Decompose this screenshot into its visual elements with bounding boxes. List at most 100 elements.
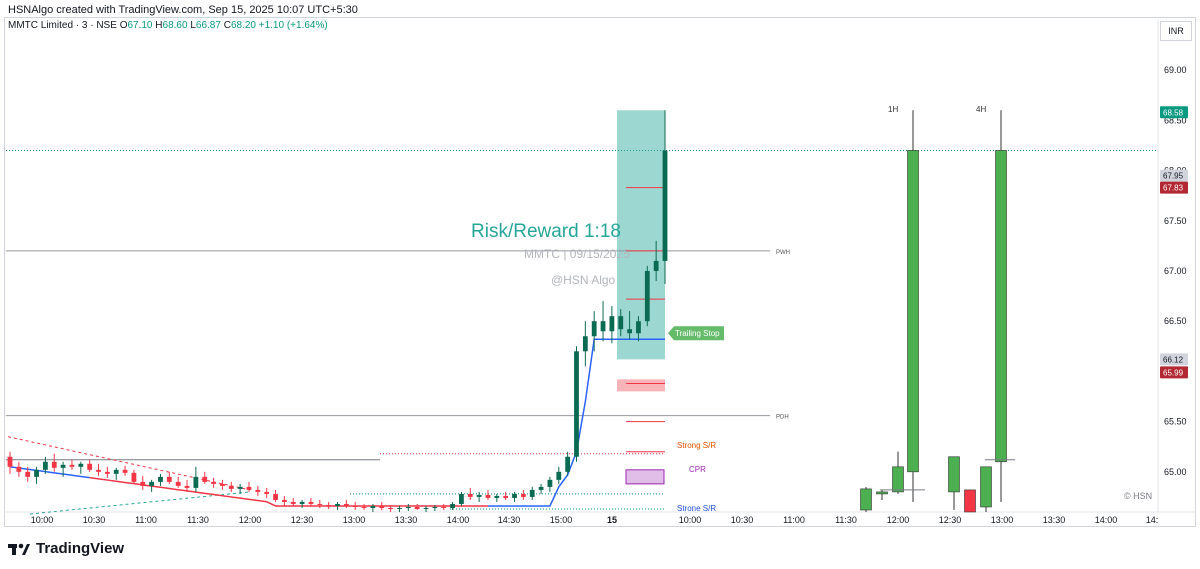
- candle: [388, 507, 394, 509]
- candle: [175, 481, 181, 486]
- y-tick-label: 69.00: [1164, 65, 1187, 75]
- candle: [122, 469, 128, 473]
- candle: [7, 456, 13, 467]
- candle: [343, 503, 349, 506]
- candle: [104, 471, 110, 474]
- candle: [476, 494, 482, 497]
- price-label: 66.12: [1163, 355, 1184, 364]
- x-tick-label: 11:00: [783, 515, 805, 525]
- candle: [255, 489, 261, 492]
- candle: [131, 472, 137, 482]
- candle: [96, 469, 101, 472]
- candle: [87, 463, 93, 470]
- tradingview-brand[interactable]: TradingView: [36, 540, 125, 557]
- candle: [423, 507, 429, 509]
- candle: [193, 476, 199, 488]
- reward-zone: [617, 110, 665, 360]
- candle: [34, 469, 39, 477]
- risk-reward-label: Risk/Reward 1:18: [471, 221, 621, 242]
- candle: [600, 321, 606, 332]
- symbol-label[interactable]: MMTC Limited · 3 · NSE: [8, 20, 117, 31]
- candle: [609, 316, 615, 332]
- header-text: HSNAlgo created with TradingView.com, Se…: [8, 4, 358, 16]
- candle: [529, 489, 535, 497]
- htf-candle: [964, 489, 976, 513]
- x-tick-label: 14:30: [498, 515, 521, 525]
- htf-4h-label: 4H: [976, 105, 986, 114]
- low-value: 66.87: [195, 20, 221, 31]
- x-tick-label: 13:30: [1043, 515, 1066, 525]
- trailing-stop-label: Trailing Stop: [675, 329, 720, 338]
- candle: [432, 506, 438, 508]
- price-label: 68.58: [1163, 108, 1184, 117]
- x-tick-label: 10:00: [31, 515, 54, 525]
- ohlc-legend: MMTC Limited · 3 · NSE O67.10 H68.60 L66…: [8, 20, 328, 31]
- candle: [627, 329, 632, 334]
- candle: [51, 461, 57, 468]
- candle: [140, 481, 146, 486]
- htf-candle: [948, 456, 960, 493]
- candle: [335, 503, 340, 506]
- htf-candle: [860, 488, 872, 511]
- candle: [591, 321, 597, 337]
- candle: [520, 493, 526, 497]
- open-value: 67.10: [127, 20, 153, 31]
- chart-header: HSNAlgo created with TradingView.com, Se…: [8, 4, 358, 16]
- y-tick-label: 65.00: [1164, 467, 1187, 477]
- currency-label: INR: [1168, 26, 1184, 36]
- strone-sr-label: Strone S/R: [677, 504, 716, 513]
- candle: [653, 260, 659, 271]
- candle: [547, 479, 553, 487]
- footer: TradingView: [8, 540, 124, 557]
- candle: [16, 466, 22, 472]
- risk-zone: [617, 379, 665, 392]
- candle: [441, 506, 447, 508]
- cpr-label: CPR: [689, 465, 706, 474]
- x-tick-label: 15: [607, 515, 617, 525]
- candle: [370, 505, 376, 508]
- candle: [644, 270, 650, 322]
- htf-candle: [980, 466, 992, 508]
- candle: [166, 476, 172, 482]
- x-tick-label: 12:00: [239, 515, 262, 525]
- candle: [662, 150, 668, 261]
- x-tick-label: 13:00: [991, 515, 1014, 525]
- low-key: L: [190, 20, 196, 31]
- x-tick-label: 12:00: [887, 515, 910, 525]
- level-label-pwh: PWH: [776, 250, 790, 256]
- candle: [538, 486, 544, 490]
- x-tick-label: 14:00: [1095, 515, 1118, 525]
- price-chart[interactable]: 65.0065.5066.0066.5067.0067.5068.0068.50…: [0, 0, 1200, 540]
- candle: [352, 505, 358, 507]
- strong-sr-label: Strong S/R: [677, 441, 716, 450]
- y-tick-label: 67.00: [1164, 266, 1187, 276]
- price-label-box: [1160, 106, 1188, 119]
- watermark-line1: MMTC | 09/15/2025: [524, 247, 630, 261]
- candle: [582, 336, 588, 352]
- x-tick-label: 13:00: [343, 515, 366, 525]
- y-tick-label: 68.50: [1164, 115, 1187, 125]
- htf-4h-candle: [995, 150, 1007, 463]
- currency-button[interactable]: INR: [1160, 21, 1192, 41]
- chart-frame: [4, 17, 1196, 527]
- trailing-stop-red: [89, 476, 488, 507]
- candle: [273, 493, 278, 500]
- htf-1h-label: 1H: [888, 105, 898, 114]
- price-label-box: [1160, 181, 1188, 194]
- candle: [60, 464, 66, 468]
- candle: [113, 469, 119, 474]
- candle: [220, 483, 225, 486]
- htf-1h-candle: [907, 150, 919, 473]
- x-tick-label: 12:30: [939, 515, 962, 525]
- x-tick-label: 13:30: [395, 515, 418, 525]
- x-tick-label: 10:30: [83, 515, 106, 525]
- copyright-label: © HSN: [1124, 491, 1152, 501]
- price-label-box: [1160, 366, 1188, 379]
- candle: [237, 486, 243, 489]
- candle: [450, 503, 455, 508]
- trendline-down: [7, 436, 251, 491]
- candle: [317, 503, 323, 505]
- price-label: 67.83: [1163, 184, 1184, 193]
- level-label-pdh: PDH: [776, 415, 789, 421]
- y-tick-label: 65.50: [1164, 417, 1187, 427]
